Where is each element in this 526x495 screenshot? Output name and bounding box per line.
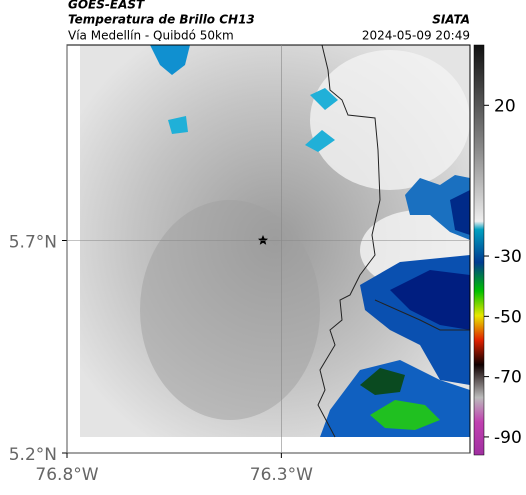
title: GOES-EAST [68,0,145,12]
lon-tick-label: 76.8°W [35,465,98,485]
borders [317,44,470,438]
satellite-image [80,45,480,437]
colorbar-tick-label: -50 [494,307,522,327]
lat-tick-label: 5.7°N [9,233,57,253]
timestamp: 2024-05-09 20:49 [362,29,470,43]
city-marker [257,235,268,245]
lon-tick-label: 76.3°W [250,465,313,485]
colorbar [473,44,485,456]
source: SIATA [432,13,470,27]
colorbar-tick-label: 20 [494,96,516,116]
colorbar-tick-label: -70 [494,368,522,388]
lat-tick-label: 5.2°N [9,445,57,465]
subtitle: Temperatura de Brillo CH13 [68,13,255,27]
location: Vía Medellín - Quibdó 50km [68,29,234,43]
colorbar-tick-label: -30 [494,247,522,267]
colorbar-tick-label: -90 [494,428,522,448]
